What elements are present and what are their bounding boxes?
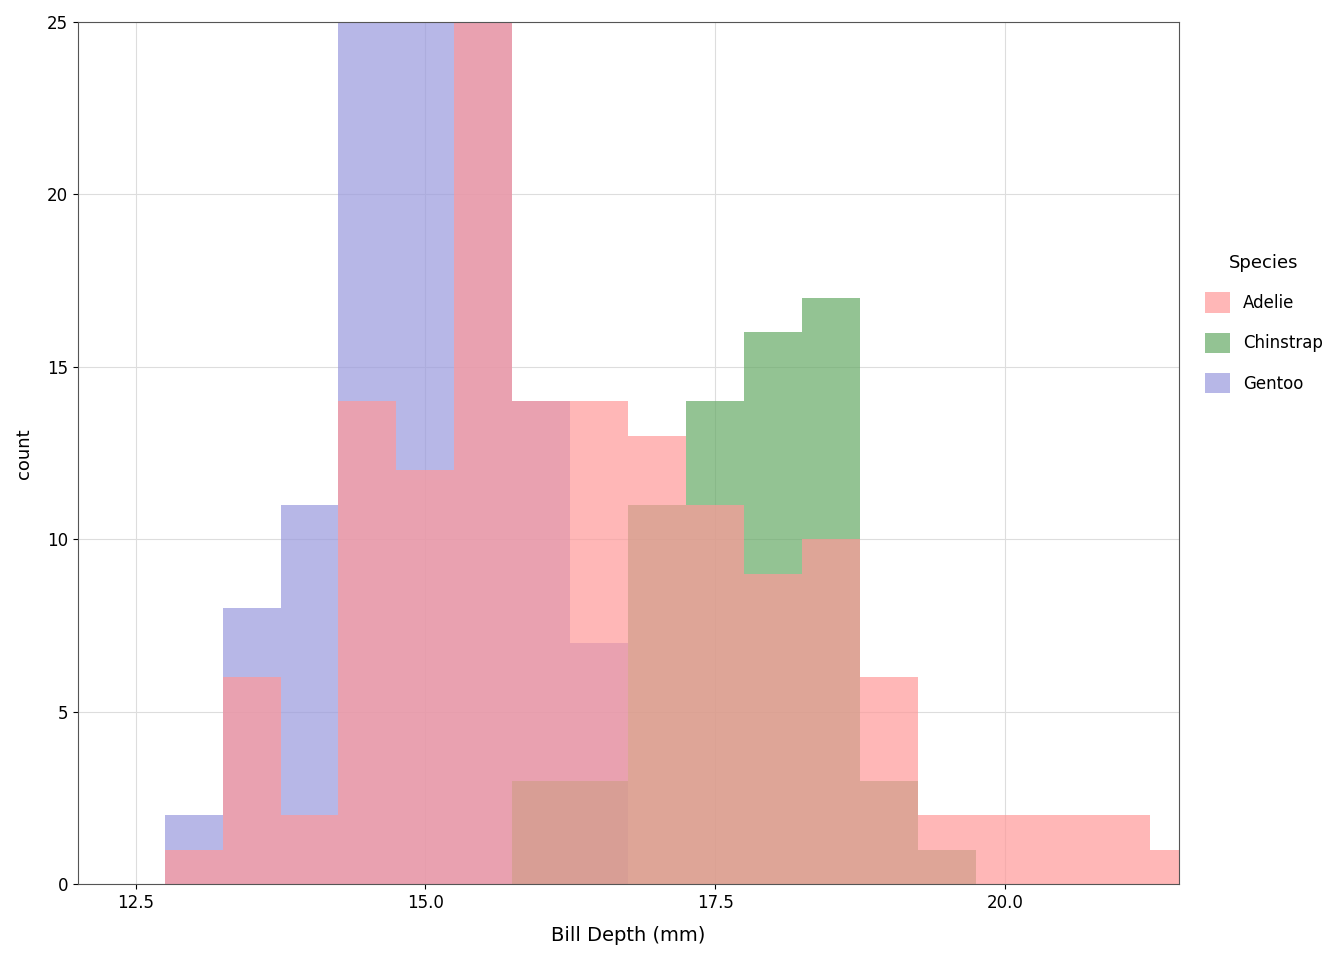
Bar <box>628 505 687 884</box>
Bar <box>454 0 512 884</box>
Bar <box>281 815 339 884</box>
Bar <box>802 540 860 884</box>
Bar <box>860 678 918 884</box>
Bar <box>454 0 512 884</box>
Bar <box>339 401 396 884</box>
Bar <box>976 815 1034 884</box>
Bar <box>339 0 396 884</box>
Bar <box>396 0 454 884</box>
Bar <box>570 643 628 884</box>
Bar <box>745 332 802 884</box>
Bar <box>1091 815 1149 884</box>
Bar <box>165 850 223 884</box>
Bar <box>570 401 628 884</box>
Bar <box>802 298 860 884</box>
Bar <box>918 850 976 884</box>
Bar <box>1149 850 1208 884</box>
Bar <box>687 401 745 884</box>
Bar <box>512 401 570 884</box>
Bar <box>1034 815 1091 884</box>
Bar <box>512 401 570 884</box>
Bar <box>687 505 745 884</box>
Bar <box>396 470 454 884</box>
Bar <box>223 609 281 884</box>
X-axis label: Bill Depth (mm): Bill Depth (mm) <box>551 926 706 945</box>
Bar <box>165 815 223 884</box>
Y-axis label: count: count <box>15 428 34 478</box>
Bar <box>512 780 570 884</box>
Legend: Adelie, Chinstrap, Gentoo: Adelie, Chinstrap, Gentoo <box>1198 248 1329 400</box>
Bar <box>918 815 976 884</box>
Bar <box>281 505 339 884</box>
Bar <box>745 574 802 884</box>
Bar <box>570 780 628 884</box>
Bar <box>223 678 281 884</box>
Bar <box>860 780 918 884</box>
Bar <box>628 436 687 884</box>
